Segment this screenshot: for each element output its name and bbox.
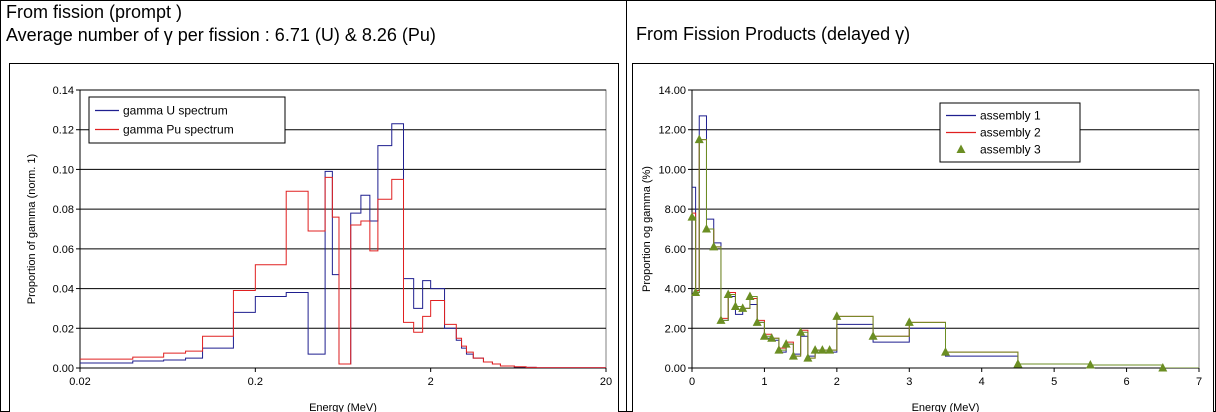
legend-entry: assembly 1: [980, 109, 1041, 123]
x-tick-label: 3: [906, 376, 912, 388]
data-point-marker: [1013, 359, 1023, 368]
data-point-marker: [788, 351, 798, 360]
y-tick-label: 0.00: [665, 363, 686, 375]
y-tick-label: 4.00: [665, 284, 686, 296]
right-heading: From Fission Products (delayed γ): [636, 24, 911, 44]
data-point-marker: [810, 345, 820, 354]
data-point-marker: [817, 345, 827, 354]
legend: assembly 1 assembly 2 assembly 3: [939, 102, 1081, 163]
x-tick-label: 6: [1124, 376, 1130, 388]
y-tick-label: 0.14: [53, 85, 74, 97]
y-tick-label: 0.08: [53, 204, 74, 216]
x-tick-label: 1: [761, 376, 767, 388]
x-tick-label: 7: [1196, 376, 1202, 388]
x-tick-label: 20: [600, 376, 612, 388]
data-point-marker: [904, 317, 914, 326]
x-axis-label: Energy (MeV): [309, 402, 377, 412]
y-tick-label: 8.00: [665, 204, 686, 216]
data-point-marker: [825, 345, 835, 354]
x-tick-label: 0.2: [248, 376, 263, 388]
data-point-marker: [709, 241, 719, 251]
data-point-marker: [691, 287, 701, 297]
data-point-marker: [832, 311, 842, 320]
y-tick-label: 0.04: [53, 284, 74, 296]
x-tick-label: 5: [1051, 376, 1057, 388]
left-heading-line2: Average number of γ per fission : 6.71 (…: [6, 25, 436, 45]
y-tick-label: 0.02: [53, 323, 74, 335]
y-tick-label: 12.00: [658, 125, 686, 137]
legend-frame: [88, 96, 286, 144]
data-point-marker: [941, 347, 950, 356]
data-point-marker: [723, 289, 733, 299]
data-point-marker: [781, 339, 791, 348]
y-tick-label: 2.00: [665, 323, 686, 335]
series-line-2: [80, 176, 606, 368]
panel-divider: [626, 0, 627, 412]
legend-entry: assembly 2: [980, 126, 1041, 140]
x-tick-label: 2: [428, 376, 434, 388]
x-tick-label: 0: [689, 376, 695, 388]
prompt-gamma-chart: 0.000.020.040.060.080.100.120.140.02 0.2 2…: [9, 63, 619, 412]
legend-entry: gamma Pu spectrum: [123, 123, 234, 137]
y-tick-label: 6.00: [665, 244, 686, 256]
data-point-marker: [716, 315, 726, 324]
y-tick-label: 0.10: [53, 164, 74, 176]
data-point-marker: [774, 345, 784, 354]
series-line-3: [692, 139, 1199, 368]
y-axis-label: Proportion og gamma (%): [641, 166, 653, 292]
y-tick-label: 0.00: [53, 363, 74, 375]
data-point-marker: [767, 333, 777, 342]
data-point-marker: [694, 134, 704, 144]
data-point-marker: [701, 224, 711, 233]
data-point-marker: [1158, 363, 1168, 372]
data-point-marker: [752, 317, 762, 326]
y-tick-label: 14.00: [658, 85, 686, 97]
data-point-marker: [1085, 360, 1095, 369]
x-tick-label: 0.02: [69, 376, 90, 388]
y-tick-label: 0.06: [53, 244, 74, 256]
data-point-marker: [687, 212, 697, 221]
data-point-marker: [745, 291, 755, 301]
data-point-marker: [796, 327, 806, 336]
y-tick-label: 10.00: [658, 164, 686, 176]
data-point-marker: [738, 303, 748, 312]
legend: gamma U spectrum gamma Pu spectrum: [88, 96, 286, 144]
legend-entry: gamma U spectrum: [123, 104, 228, 118]
data-point-marker: [730, 301, 740, 310]
x-tick-label: 2: [834, 376, 840, 388]
delayed-gamma-chart: 0.00 2.00 4.00 6.00 8.00 10.00 12.00 14.00 0 1 2 3 4…: [632, 63, 1214, 412]
data-point-marker: [868, 331, 878, 340]
data-point-marker: [759, 331, 769, 340]
left-heading-line1: From fission (prompt ): [6, 2, 183, 22]
y-axis-label: Proportion of gamma (norm. 1): [26, 154, 38, 304]
legend-marker: [956, 144, 966, 153]
legend-entry: assembly 3: [980, 143, 1041, 157]
x-axis-label: Energy (MeV): [912, 402, 980, 412]
x-tick-label: 4: [979, 376, 985, 388]
y-tick-label: 0.12: [53, 125, 74, 137]
data-point-marker: [803, 353, 813, 362]
